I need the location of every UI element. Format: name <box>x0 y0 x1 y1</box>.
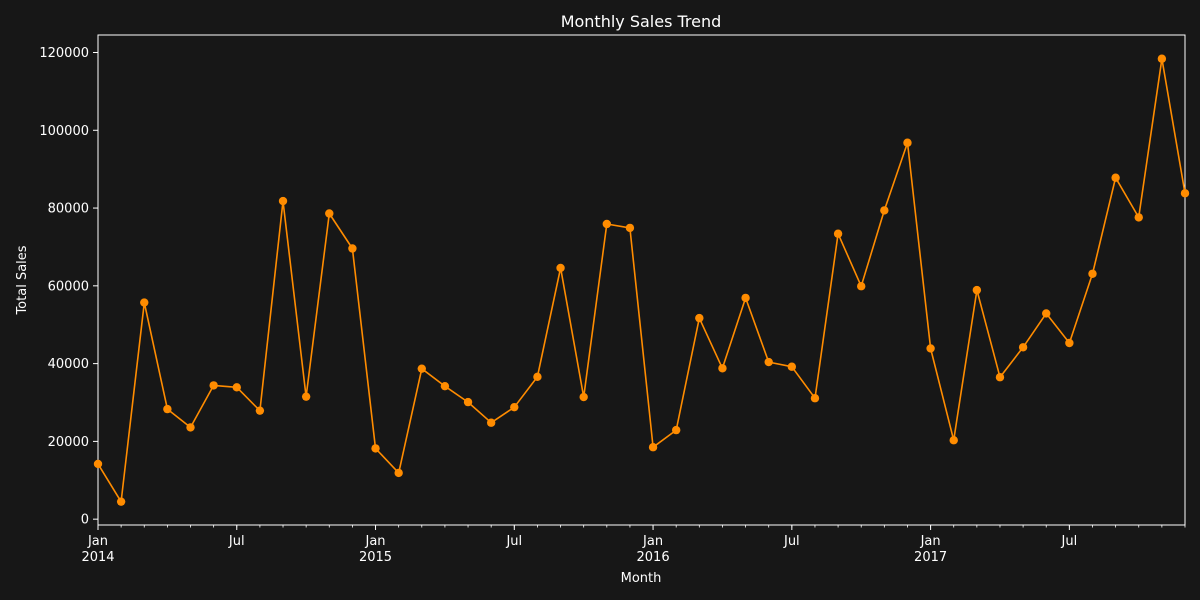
x-tick-label: Jan <box>365 534 386 549</box>
data-point <box>93 459 103 469</box>
data-point <box>417 364 426 373</box>
data-point <box>255 406 265 415</box>
y-tick-label: 20000 <box>48 435 89 450</box>
data-point <box>880 206 889 215</box>
data-point <box>602 219 612 229</box>
data-point <box>579 392 588 402</box>
data-point <box>903 138 912 147</box>
x-tick-year-label: 2014 <box>81 550 114 565</box>
sales-series <box>93 54 1190 506</box>
data-point <box>371 444 380 453</box>
data-point <box>949 436 958 445</box>
data-point <box>1018 343 1028 352</box>
data-point <box>810 394 820 403</box>
y-axis-label: Total Sales <box>15 245 30 315</box>
data-point <box>556 263 565 273</box>
data-point <box>533 372 542 382</box>
series-line <box>97 57 1186 503</box>
x-tick-year-label: 2016 <box>637 550 670 565</box>
data-point <box>625 223 635 233</box>
data-point <box>857 282 866 291</box>
data-point <box>486 418 496 427</box>
y-tick-label: 80000 <box>48 202 89 217</box>
data-point <box>163 404 172 414</box>
data-point <box>325 209 334 218</box>
x-tick-label: Jul <box>783 534 800 549</box>
x-tick-label: Jul <box>228 534 245 549</box>
data-point <box>510 402 519 412</box>
data-point <box>926 344 935 353</box>
data-point <box>1042 309 1051 318</box>
data-point <box>463 397 473 407</box>
data-point <box>116 497 126 506</box>
data-point <box>140 298 149 307</box>
data-point <box>833 229 843 238</box>
x-tick-label: Jan <box>642 534 663 549</box>
plot-frame <box>97 34 1186 526</box>
x-tick-label: Jan <box>920 534 941 549</box>
x-tick-label: Jan <box>87 534 108 549</box>
x-tick-label: Jul <box>505 534 522 549</box>
x-tick-year-label: 2017 <box>914 550 947 565</box>
y-tick-label: 60000 <box>48 279 89 294</box>
axes: 020000400006000080000100000120000Jan2014… <box>39 34 1186 565</box>
data-point <box>671 425 681 435</box>
data-point <box>278 196 288 206</box>
data-point <box>648 443 658 452</box>
chart-title: Monthly Sales Trend <box>561 12 722 31</box>
data-point <box>1065 338 1074 348</box>
data-point <box>787 362 797 371</box>
data-point <box>718 364 727 373</box>
data-point <box>741 293 750 303</box>
data-point <box>186 423 195 432</box>
data-point <box>394 468 403 478</box>
data-point <box>1180 189 1190 198</box>
data-point <box>440 381 450 391</box>
data-point <box>695 313 704 323</box>
data-point <box>348 244 357 253</box>
x-tick-year-label: 2015 <box>359 550 392 565</box>
data-point <box>1088 269 1097 278</box>
data-point <box>1134 213 1143 222</box>
y-tick-label: 40000 <box>48 357 89 372</box>
data-point <box>1111 173 1120 182</box>
y-tick-label: 120000 <box>39 46 89 61</box>
data-point <box>209 381 218 390</box>
data-point <box>995 373 1005 382</box>
y-tick-label: 0 <box>81 513 89 528</box>
x-axis-label: Month <box>621 571 662 586</box>
data-point <box>1157 54 1167 63</box>
data-point <box>301 392 311 401</box>
data-point <box>972 285 982 295</box>
x-tick-label: Jul <box>1061 534 1078 549</box>
y-tick-label: 100000 <box>39 124 89 139</box>
data-point <box>232 383 241 392</box>
data-point <box>764 357 773 367</box>
